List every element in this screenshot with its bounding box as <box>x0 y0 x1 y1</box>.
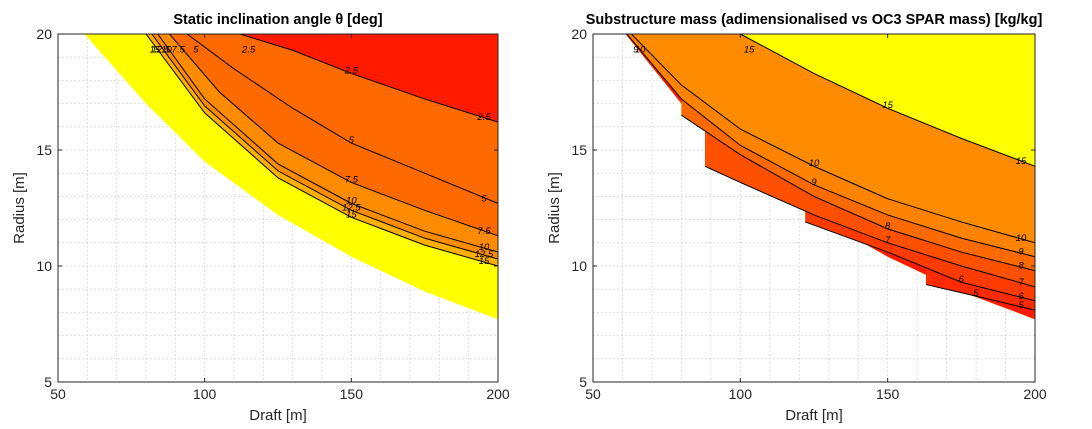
contour-label: 10 <box>809 158 820 169</box>
contour-label: 10 <box>161 45 172 56</box>
chart-title: Substructure mass (adimensionalised vs O… <box>586 12 1043 28</box>
contour-label: 7.5 <box>172 45 186 56</box>
contour-line-9 <box>626 34 1035 258</box>
contour-label: 7 <box>1018 277 1024 288</box>
x-axis-label: Draft [m] <box>785 407 843 424</box>
plot-area: 2.52.52.55557.57.57.510101012.512.512.51… <box>84 34 498 320</box>
y-tick-label: 10 <box>36 258 52 274</box>
contour-label: 9 <box>1018 247 1024 258</box>
contour-label: 10 <box>1016 233 1027 244</box>
y-tick-label: 15 <box>36 142 52 158</box>
contour-label: 15 <box>744 45 755 56</box>
contour-label: 7.5 <box>477 226 491 237</box>
contour-label: 10 <box>346 195 357 206</box>
contour-label: 15 <box>346 209 357 220</box>
x-axis-label: Draft [m] <box>249 407 307 424</box>
contour-label: 5 <box>193 45 199 56</box>
contour-label: 6 <box>959 274 965 285</box>
y-tick-label: 5 <box>44 374 52 390</box>
contour-label: 8 <box>1018 261 1024 272</box>
x-tick-label: 200 <box>486 386 510 402</box>
chart-left: 2.5 2.5 2.5 5 5 5 7.5 7.5 7.5 10 10 10 12.5 12.5 12.5 1… <box>11 12 510 424</box>
contour-label: 15 <box>1016 156 1027 167</box>
contour-label: 12.5 <box>475 249 494 260</box>
contour-line-15 <box>740 34 1035 167</box>
x-tick-label: 150 <box>340 386 364 402</box>
contour-line-7 <box>704 165 1035 288</box>
plot-frame <box>57 33 499 383</box>
chart-left-svg: 2.52.52.55557.57.57.510101012.512.512.51… <box>11 12 510 424</box>
contour-label: 15 <box>150 45 161 56</box>
contour-label: 9 <box>811 177 817 188</box>
y-tick-label: 10 <box>571 258 587 274</box>
x-tick-label: 100 <box>729 386 753 402</box>
contour-label: 10 <box>479 242 490 253</box>
contour-label: 5 <box>349 135 355 146</box>
contour-label: 5 <box>1018 300 1024 311</box>
contour-label: 7.5 <box>345 174 359 185</box>
contour-label: 6 <box>1018 291 1024 302</box>
contour-label: 2.5 <box>241 45 256 56</box>
contour-line-6 <box>804 221 1035 302</box>
y-axis-label: Radius [m] <box>546 172 563 244</box>
y-tick-label: 20 <box>571 26 587 42</box>
contour-label: 12.5 <box>151 45 170 56</box>
contour-label: 15 <box>479 256 490 267</box>
contour-label: 9 <box>633 45 639 56</box>
x-tick-label: 100 <box>193 386 217 402</box>
y-tick-label: 5 <box>579 374 587 390</box>
contour-line-8 <box>681 114 1035 272</box>
x-tick-label: 50 <box>585 386 601 402</box>
band-fill-2.5 <box>239 34 498 123</box>
band-fill-15 <box>740 34 1035 167</box>
contour-label: 7 <box>885 235 891 246</box>
contour-label: 8 <box>885 221 891 232</box>
x-tick-label: 200 <box>1023 386 1047 402</box>
contour-line-10 <box>157 34 498 253</box>
contour-line-7.5 <box>169 34 498 237</box>
contour-label: 12.5 <box>342 202 361 213</box>
contour-label: 5 <box>481 193 487 204</box>
contour-label: 5 <box>973 288 979 299</box>
contour-line-2.5 <box>239 34 498 123</box>
y-axis-label: Radius [m] <box>11 172 28 244</box>
contour-label: 15 <box>882 100 893 111</box>
plot-frame <box>592 33 1036 383</box>
contour-line-12.5 <box>151 34 498 260</box>
chart-title: Static inclination angle θ [deg] <box>173 12 382 28</box>
x-tick-label: 150 <box>876 386 900 402</box>
contour-label: 2.5 <box>476 112 491 123</box>
contour-line-15 <box>145 34 498 267</box>
y-tick-label: 15 <box>571 142 587 158</box>
contour-label: 2.5 <box>344 65 359 76</box>
contour-line-10 <box>630 34 1035 244</box>
chart-right: 15 15 15 10 10 10 9 9 9 8 8 7 7 6 6 5 5 50 100 150 200 5 10 15 2… <box>546 0 1092 429</box>
contour-line-5 <box>925 284 1035 311</box>
contour-line-5 <box>186 34 498 204</box>
y-tick-label: 20 <box>36 26 52 42</box>
x-tick-label: 50 <box>50 386 66 402</box>
